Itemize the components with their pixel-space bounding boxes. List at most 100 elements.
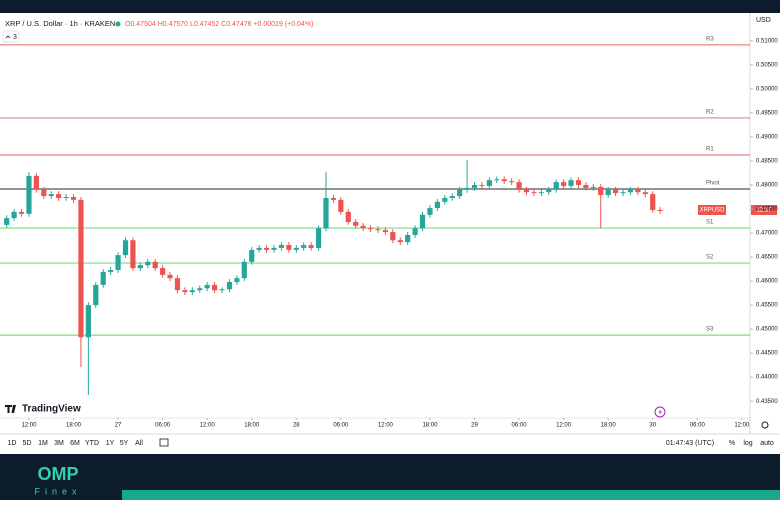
y-tick-label: 0.46500 <box>756 255 778 261</box>
pivot-level-label: S2 <box>706 255 714 261</box>
candle-body <box>568 180 574 186</box>
symbol-tag <box>698 205 726 215</box>
candle-body <box>301 245 307 248</box>
candle-body <box>538 192 544 194</box>
plot-area: R3 R2 R1 Pivot S1 S2 S3 <box>0 36 750 395</box>
x-tick-label: 18:00 <box>244 423 260 429</box>
candle-body <box>278 245 285 248</box>
candle-body <box>70 197 77 200</box>
candle-body <box>26 175 32 214</box>
range-button[interactable]: 1D <box>8 440 17 447</box>
y-tick-label: 0.45500 <box>756 303 778 309</box>
candle-body <box>449 196 455 198</box>
candle-body <box>509 181 515 183</box>
candle-body <box>338 199 344 212</box>
candle-body <box>4 218 10 225</box>
range-button[interactable]: 1M <box>38 440 48 447</box>
candle-body <box>293 247 299 250</box>
candle-body <box>345 211 351 222</box>
candle-body <box>137 265 143 269</box>
candle-body <box>471 184 478 188</box>
candle-body <box>145 261 151 266</box>
candle-body <box>598 186 604 196</box>
candle-body <box>590 186 596 188</box>
candle-body <box>382 230 388 233</box>
indicator-toggle[interactable] <box>2 30 20 43</box>
pivot-level-label: R3 <box>706 36 714 42</box>
range-button[interactable]: 3M <box>54 440 64 447</box>
candle-body <box>182 290 188 293</box>
range-button[interactable]: 6M <box>70 440 80 447</box>
range-button[interactable]: 1Y <box>106 440 115 447</box>
candle-body <box>256 247 262 250</box>
chart-title: XRP / U.S. Dollar · 1h · KRAKEN <box>5 19 115 28</box>
candle-body <box>323 197 329 229</box>
top-bar <box>0 0 780 13</box>
chart-panel <box>0 13 780 453</box>
footer-logo: OMP <box>37 464 78 484</box>
candle-body <box>375 229 381 231</box>
candle-body <box>397 240 403 243</box>
candle-body <box>108 270 114 272</box>
bottom-toolbar: 1D 5D 1M 3M 6M YTD 1Y 5Y All <box>8 440 144 447</box>
pivot-level-label: R2 <box>706 110 714 116</box>
y-tick-label: 0.45000 <box>756 327 778 333</box>
x-tick-label: 06:00 <box>512 423 528 429</box>
candle-body <box>353 221 359 226</box>
x-tick-label: 28 <box>293 423 300 429</box>
x-tick-label: 18:00 <box>422 423 438 429</box>
candle-body <box>100 271 106 285</box>
percent-toggle[interactable]: % <box>729 440 735 447</box>
candle-body <box>405 234 411 243</box>
x-tick-label: 29 <box>471 423 478 429</box>
pivot-level-label: S3 <box>706 327 714 333</box>
candle-body <box>11 211 17 219</box>
pivot-level-label: S1 <box>706 220 714 226</box>
candle-body <box>501 179 507 182</box>
settings-icon[interactable] <box>761 421 769 429</box>
x-tick-label: 27 <box>115 423 122 429</box>
y-tick-label: 0.44000 <box>756 375 778 381</box>
log-toggle[interactable]: log <box>743 440 752 447</box>
auto-toggle[interactable]: auto <box>760 440 774 447</box>
x-tick-label: 12:00 <box>21 423 37 429</box>
candle-body <box>63 197 69 198</box>
candle-body <box>271 247 277 250</box>
date-range-icon[interactable] <box>159 438 169 447</box>
candle-body <box>115 255 121 271</box>
candle-body <box>427 208 433 215</box>
range-button[interactable]: YTD <box>85 440 99 447</box>
candle-body <box>93 284 99 306</box>
candle-body <box>204 284 210 289</box>
range-button[interactable]: 5Y <box>120 440 129 447</box>
candle-body <box>412 228 418 235</box>
x-tick-label: 06:00 <box>333 423 349 429</box>
x-tick-label: 12:00 <box>378 423 394 429</box>
candle-body <box>197 288 203 291</box>
range-button[interactable]: 5D <box>23 440 32 447</box>
candle-body <box>263 247 270 250</box>
candle-body <box>219 289 225 291</box>
y-tick-label: 0.48000 <box>756 183 778 189</box>
candle-body <box>234 278 240 283</box>
y-tick-label: 0.50000 <box>756 86 778 92</box>
candle-body <box>212 284 218 291</box>
range-button[interactable]: All <box>135 440 143 447</box>
y-tick-label: 0.50500 <box>756 62 778 68</box>
candle-body <box>330 197 337 200</box>
candle-body <box>130 240 136 269</box>
y-tick-label: 0.44500 <box>756 351 778 357</box>
candle-body <box>78 199 84 338</box>
candle-body <box>167 274 173 279</box>
ohlc-legend: O0.47504 H0.47570 L0.47452 C0.47476 +0.0… <box>125 21 313 28</box>
y-tick-label: 0.51000 <box>756 38 778 44</box>
candle-body <box>650 194 656 210</box>
candle-body <box>189 290 195 293</box>
y-tick-label: 0.43500 <box>756 399 778 405</box>
candle-body <box>523 189 530 193</box>
chevron-icon <box>5 35 11 39</box>
candle-body <box>48 194 54 197</box>
x-tick-label: 12:00 <box>734 423 750 429</box>
y-tick-label: 0.47000 <box>756 231 778 237</box>
candle-body <box>494 179 500 181</box>
